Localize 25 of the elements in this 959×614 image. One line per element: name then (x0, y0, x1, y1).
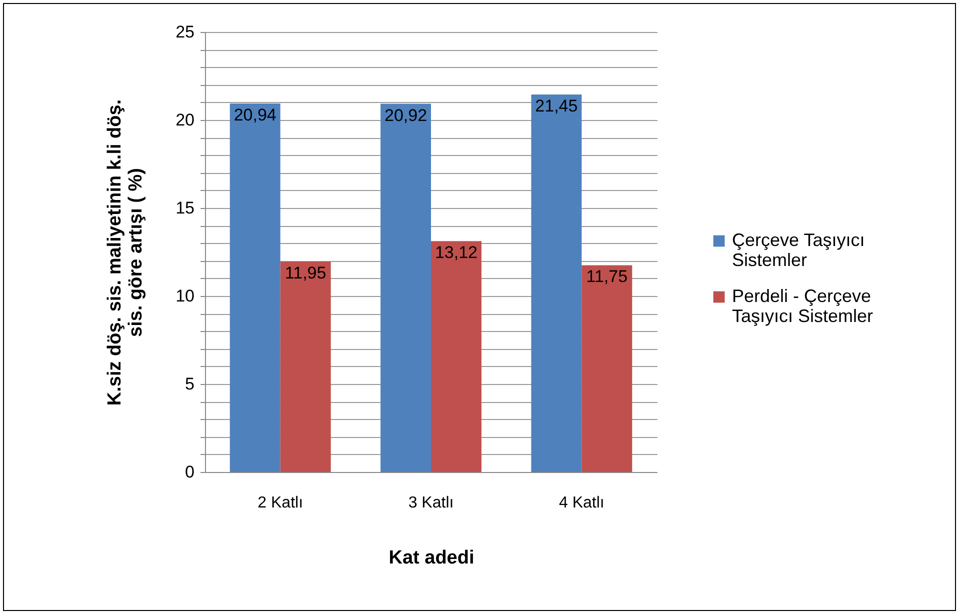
y-tick-label: 25 (176, 22, 194, 42)
x-tick-label: 3 Katlı (408, 494, 454, 512)
y-tick-label: 15 (176, 198, 194, 218)
data-label: 13,12 (434, 243, 478, 262)
data-label: 11,95 (284, 264, 326, 283)
data-label: 20,94 (234, 105, 276, 124)
y-tick-label: 5 (185, 374, 194, 394)
bar (230, 103, 280, 472)
data-label: 11,75 (586, 267, 628, 286)
y-tick-label: 10 (176, 286, 194, 306)
bar (431, 241, 482, 472)
bar (582, 265, 632, 472)
y-tick-label: 0 (185, 462, 194, 482)
data-label: 21,45 (535, 96, 578, 116)
x-tick-label: 4 Katlı (558, 494, 604, 512)
x-axis-title: Kat adedi (388, 548, 474, 568)
legend-label: Çerçeve Taşıyıcı Sistemler (732, 230, 865, 270)
bar (531, 94, 582, 472)
legend-label: Perdeli - Çerçeve Taşıyıcı Sistemler (732, 286, 874, 326)
y-tick-label: 20 (176, 110, 194, 130)
bar (380, 104, 431, 472)
x-tick-label: 2 Katlı (258, 494, 304, 512)
bar (280, 262, 331, 472)
y-axis-title: K.siz döş. sis. maliyetinin k.li döş. sis. göre artışı ( %) (104, 99, 147, 406)
data-label: 20,92 (384, 106, 428, 125)
